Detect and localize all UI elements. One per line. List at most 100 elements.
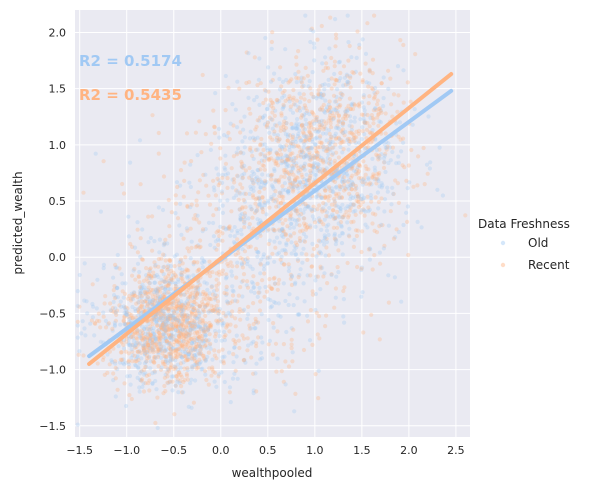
point-old: [292, 409, 297, 414]
point-recent: [127, 393, 132, 398]
point-recent: [275, 329, 280, 334]
point-old: [319, 156, 324, 161]
point-recent: [163, 389, 168, 394]
point-recent: [330, 208, 336, 213]
point-old: [178, 201, 183, 206]
point-recent: [329, 125, 334, 130]
point-old: [194, 315, 199, 321]
point-recent: [323, 324, 328, 329]
legend-label-old: Old: [528, 236, 548, 250]
point-recent: [269, 286, 274, 291]
point-old: [313, 278, 318, 283]
point-old: [299, 138, 304, 143]
point-old: [284, 242, 289, 248]
point-old: [165, 313, 170, 318]
point-old: [196, 309, 201, 314]
point-recent: [275, 153, 281, 158]
point-old: [256, 196, 262, 201]
point-recent: [192, 335, 197, 340]
point-recent: [359, 266, 364, 271]
point-recent: [329, 135, 334, 140]
point-recent: [388, 209, 393, 214]
point-recent: [144, 266, 149, 271]
point-old: [195, 213, 200, 218]
point-old: [228, 121, 233, 126]
point-recent: [208, 324, 213, 329]
point-recent: [185, 366, 190, 371]
point-old: [291, 184, 297, 189]
point-recent: [293, 240, 298, 245]
point-old: [384, 145, 389, 150]
point-recent: [241, 278, 246, 283]
point-old: [329, 134, 334, 139]
point-recent: [333, 44, 338, 49]
point-recent: [188, 331, 193, 336]
point-recent: [157, 318, 162, 323]
point-recent: [199, 150, 204, 155]
point-old: [307, 338, 313, 343]
point-recent: [337, 183, 342, 188]
point-recent: [370, 267, 375, 272]
point-old: [347, 114, 353, 119]
point-recent: [230, 293, 236, 298]
point-recent: [113, 310, 118, 315]
point-old: [127, 316, 132, 322]
point-recent: [173, 201, 179, 206]
point-recent: [174, 355, 179, 360]
point-old: [370, 156, 375, 161]
point-recent: [328, 121, 333, 126]
point-old: [188, 184, 193, 190]
point-recent: [195, 291, 200, 296]
point-recent: [184, 290, 189, 295]
point-recent: [163, 324, 168, 329]
point-recent: [154, 288, 159, 293]
point-recent: [310, 165, 315, 170]
point-old: [177, 301, 182, 306]
point-recent: [162, 375, 167, 380]
point-old: [184, 331, 189, 336]
point-recent: [352, 103, 357, 108]
point-recent: [332, 59, 337, 64]
point-recent: [124, 339, 129, 344]
point-old: [250, 169, 255, 174]
point-recent: [200, 72, 205, 78]
point-recent: [194, 285, 199, 290]
point-recent: [263, 97, 268, 102]
point-old: [112, 293, 117, 298]
point-recent: [180, 261, 185, 266]
point-recent: [144, 276, 149, 281]
point-recent: [325, 147, 330, 152]
point-recent: [347, 43, 352, 49]
point-recent: [355, 228, 360, 233]
point-recent: [185, 313, 190, 318]
point-old: [323, 235, 328, 240]
point-old: [170, 308, 175, 313]
point-old: [196, 325, 202, 330]
point-old: [173, 211, 178, 216]
point-recent: [165, 265, 170, 270]
scatter-points: [75, 13, 468, 431]
point-recent: [351, 71, 356, 76]
point-recent: [319, 123, 324, 128]
point-old: [90, 301, 95, 307]
point-old: [301, 246, 306, 251]
point-old: [258, 261, 263, 266]
point-old: [386, 273, 391, 278]
point-old: [131, 336, 136, 341]
point-old: [378, 108, 384, 113]
point-recent: [350, 107, 356, 112]
point-recent: [280, 198, 285, 203]
point-old: [335, 109, 340, 114]
point-recent: [321, 222, 326, 227]
point-old: [166, 381, 171, 386]
point-recent: [249, 355, 254, 360]
point-recent: [386, 300, 391, 305]
point-old: [139, 295, 144, 300]
point-old: [163, 319, 168, 324]
point-recent: [365, 121, 370, 126]
point-recent: [184, 343, 189, 348]
point-recent: [158, 347, 163, 353]
point-old: [137, 389, 142, 394]
point-recent: [178, 351, 183, 357]
point-recent: [364, 145, 369, 151]
